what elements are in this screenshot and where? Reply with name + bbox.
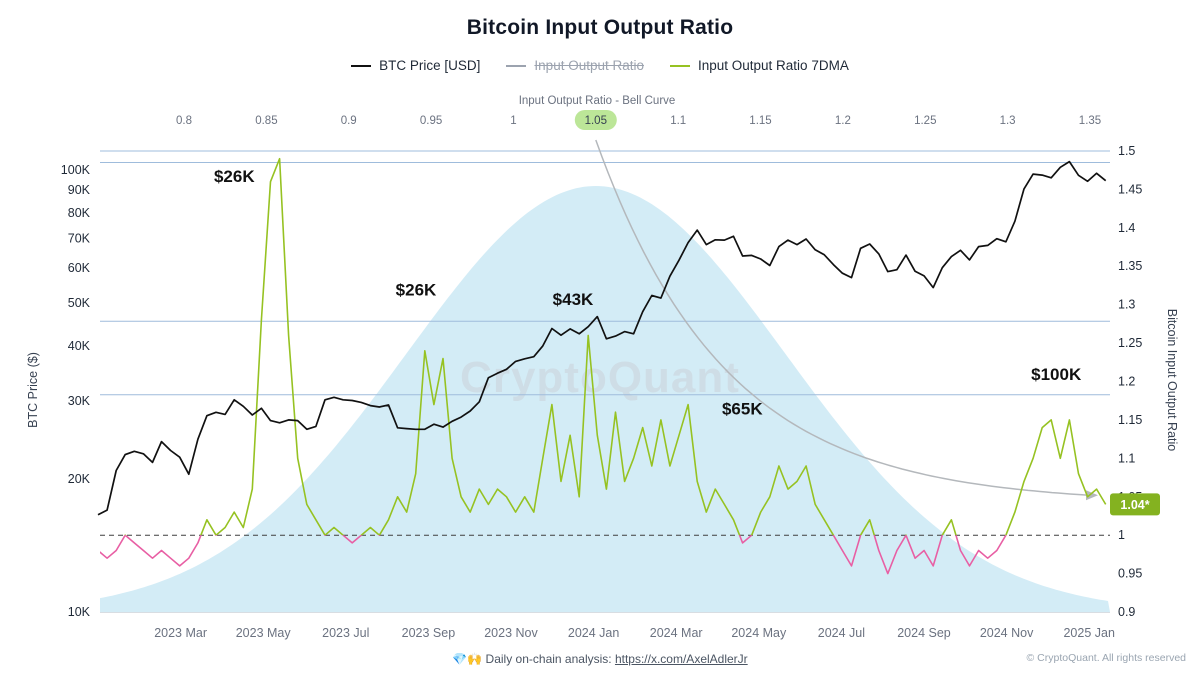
diamond-hands-icon: 💎🙌: [452, 652, 483, 666]
left-axis-tick: 30K: [68, 394, 91, 408]
price-annotation: $43K: [553, 290, 594, 309]
left-axis-tick: 70K: [68, 232, 91, 246]
legend-label-input-output-ratio-7dma: Input Output Ratio 7DMA: [698, 58, 849, 73]
x-axis-tick: 2024 Mar: [650, 626, 703, 640]
top-axis-tick: 0.9: [341, 115, 357, 127]
x-axis-tick: 2024 Jul: [818, 626, 865, 640]
right-axis-tick: 1.25: [1118, 336, 1142, 350]
top-axis-tick: 1.25: [914, 115, 936, 127]
x-axis-tick: 2023 Jul: [322, 626, 369, 640]
ratio-7dma-line-below-one: [100, 535, 1007, 575]
footer-text: Daily on-chain analysis:: [485, 652, 612, 666]
legend-swatch-input-output-ratio-7dma: [670, 64, 690, 67]
guide-arrowhead-icon: [1086, 490, 1098, 501]
right-axis-tick: 1.1: [1118, 451, 1135, 465]
legend-item-input-output-ratio-7dma[interactable]: Input Output Ratio 7DMA: [670, 58, 849, 73]
right-axis-tick: 1.15: [1118, 413, 1142, 427]
copyright-text: © CryptoQuant. All rights reserved: [1026, 652, 1186, 664]
x-axis-tick: 2025 Jan: [1063, 626, 1114, 640]
top-axis-title: Input Output Ratio - Bell Curve: [519, 95, 676, 107]
top-axis-tick: 1.35: [1079, 115, 1101, 127]
x-axis-tick: 2023 Nov: [484, 626, 538, 640]
right-axis-title: Bitcoin Input Output Ratio: [1165, 309, 1179, 451]
left-axis-tick: 100K: [61, 163, 91, 177]
x-axis-tick: 2024 Sep: [897, 626, 951, 640]
right-axis-tick: 1.2: [1118, 375, 1135, 389]
top-axis-tick: 1: [510, 115, 516, 127]
price-annotation: $100K: [1031, 365, 1082, 384]
left-axis-tick: 40K: [68, 339, 91, 353]
right-axis-tick: 1.3: [1118, 298, 1135, 312]
left-axis-title: BTC Price ($): [26, 352, 40, 428]
top-axis-tick: 1.15: [749, 115, 771, 127]
cryptoquant-watermark: CryptoQuant: [460, 353, 740, 402]
left-axis-tick: 10K: [68, 605, 91, 619]
left-axis-tick: 50K: [68, 296, 91, 310]
x-axis-tick: 2024 Nov: [980, 626, 1034, 640]
left-axis-tick: 80K: [68, 206, 91, 220]
top-axis-tick: 1.1: [670, 115, 686, 127]
right-axis-tick: 0.9: [1118, 605, 1135, 619]
legend-item-input-output-ratio[interactable]: Input Output Ratio: [506, 58, 644, 73]
bell-curve-area: [100, 186, 1110, 612]
x-axis-tick: 2024 Jan: [568, 626, 619, 640]
left-axis-tick: 90K: [68, 183, 91, 197]
right-axis-tick: 0.95: [1118, 567, 1142, 581]
right-axis-tick: 1: [1118, 528, 1125, 542]
right-axis-tick: 1.5: [1118, 144, 1135, 158]
top-axis-highlight-pill: [574, 110, 617, 130]
chart-legend: BTC Price [USD] Input Output Ratio Input…: [0, 58, 1200, 73]
page-title: Bitcoin Input Output Ratio: [466, 16, 734, 39]
top-axis-tick: 0.8: [176, 115, 192, 127]
bell-guide-curve: [595, 139, 1089, 496]
legend-label-input-output-ratio: Input Output Ratio: [534, 58, 644, 73]
right-axis-tick: 1.4: [1118, 221, 1135, 235]
legend-label-btc-price: BTC Price [USD]: [379, 58, 481, 73]
price-annotation: $65K: [722, 399, 763, 418]
btc-price-line: [97, 160, 1107, 516]
left-axis-tick: 20K: [68, 472, 91, 486]
top-axis-tick: 0.95: [420, 115, 442, 127]
x-axis-tick: 2024 May: [731, 626, 787, 640]
top-axis-tick: 1.3: [1000, 115, 1016, 127]
legend-item-btc-price[interactable]: BTC Price [USD]: [351, 58, 480, 73]
left-axis-tick: 60K: [68, 261, 91, 275]
ratio-7dma-line-above-one: [124, 157, 1107, 536]
legend-swatch-input-output-ratio: [506, 64, 527, 67]
x-axis-tick: 2023 Sep: [402, 626, 456, 640]
x-axis-tick: 2023 Mar: [154, 626, 207, 640]
right-axis-tick: 1.45: [1118, 182, 1142, 196]
price-annotation: $26K: [214, 167, 255, 186]
top-axis-tick: 0.85: [255, 115, 277, 127]
legend-swatch-btc-price: [351, 64, 372, 67]
current-value-badge: [1110, 493, 1160, 516]
right-axis-tick: 1.35: [1118, 259, 1142, 273]
top-axis-tick: 1.2: [835, 115, 851, 127]
current-value-label: 1.04*: [1120, 498, 1149, 512]
author-link[interactable]: https://x.com/AxelAdlerJr: [614, 652, 748, 666]
x-axis-tick: 2023 May: [236, 626, 292, 640]
top-axis-tick: 1.05: [585, 115, 607, 127]
price-annotation: $26K: [396, 281, 437, 300]
footer-note: 💎🙌 Daily on-chain analysis: https://x.co…: [0, 652, 1200, 666]
